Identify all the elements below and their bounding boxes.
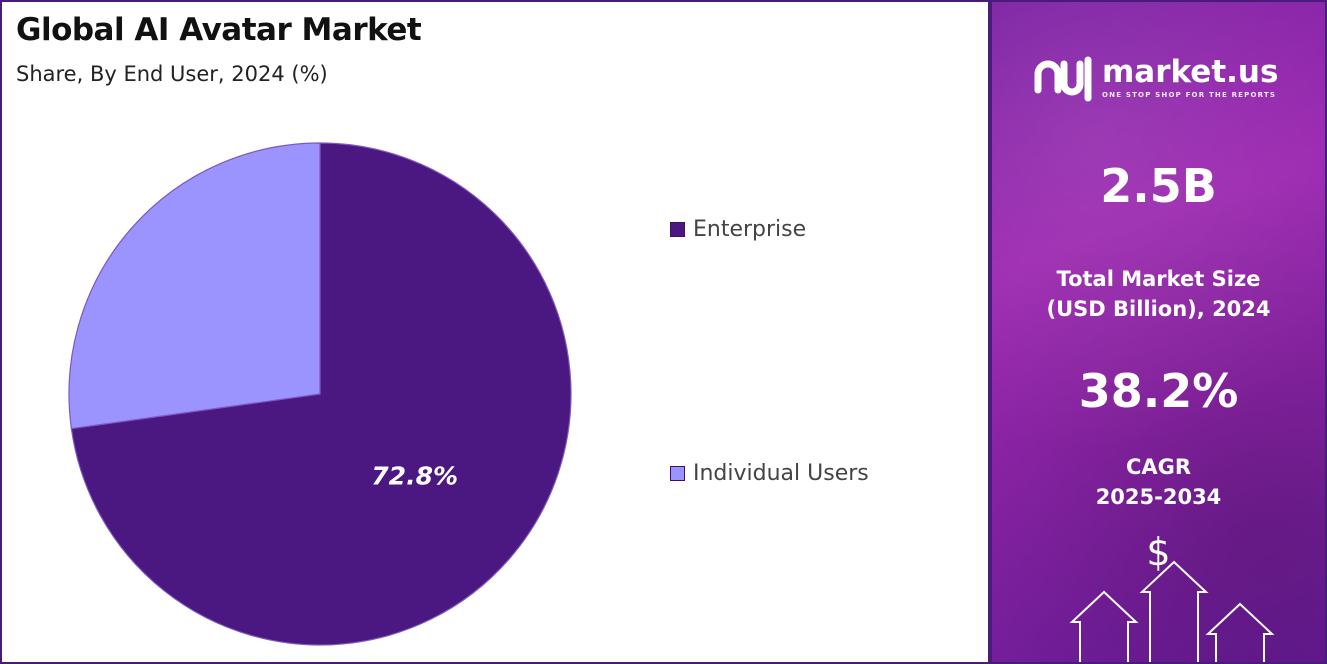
cagr-label-line1: CAGR (1125, 455, 1192, 479)
legend-label-individual-users: Individual Users (693, 461, 869, 486)
legend-item-individual-users: Individual Users (670, 461, 869, 486)
chart-panel: Global AI Avatar Market Share, By End Us… (2, 2, 988, 662)
panel-background-overlay (992, 2, 1325, 662)
growth-arrows-icon (1069, 560, 1275, 662)
market-us-logo-icon (1034, 56, 1092, 102)
pie-slice-individual-users (68, 142, 321, 430)
legend-swatch-individual-users (670, 466, 685, 481)
market-summary-panel: market.us ONE STOP SHOP FOR THE REPORTS … (992, 2, 1325, 662)
market-size-label-line1: Total Market Size (1056, 267, 1261, 291)
chart-subtitle: Share, By End User, 2024 (%) (16, 62, 328, 86)
panel-divider (988, 0, 992, 664)
market-size-label-line2: (USD Billion), 2024 (1046, 297, 1271, 321)
legend-item-enterprise: Enterprise (670, 217, 806, 242)
cagr-label-line2: 2025-2034 (1095, 485, 1222, 509)
pie-data-label-enterprise: 72.8% (371, 461, 458, 490)
legend-swatch-enterprise (670, 222, 685, 237)
legend-label-enterprise: Enterprise (693, 217, 807, 242)
brand-tagline: ONE STOP SHOP FOR THE REPORTS (1102, 91, 1277, 99)
market-size-value: 2.5B (1100, 159, 1217, 213)
pie-slice-enterprise (70, 142, 572, 646)
brand-logo: market.us ONE STOP SHOP FOR THE REPORTS (1032, 50, 1278, 106)
cagr-value: 38.2% (1078, 364, 1239, 418)
pie-chart: 72.8% (68, 142, 572, 646)
chart-title: Global AI Avatar Market (16, 12, 422, 48)
dollar-icon: $ (1146, 530, 1171, 574)
brand-name: market.us (1102, 54, 1279, 90)
